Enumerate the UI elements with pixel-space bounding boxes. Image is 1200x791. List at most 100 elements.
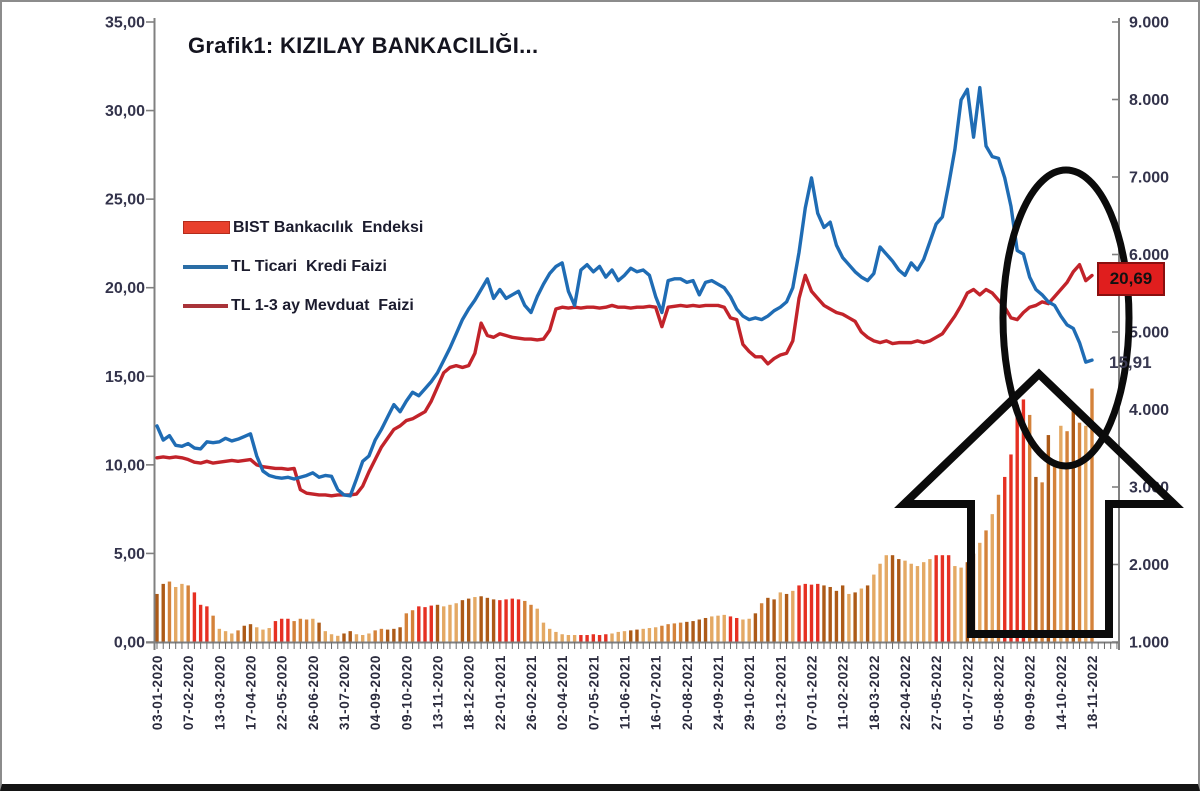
bar — [466, 598, 471, 642]
left-axis-tick-label: 5,00 — [114, 546, 145, 563]
x-axis-date-label: 27-05-2022 — [929, 655, 944, 730]
bar — [485, 597, 490, 642]
bar — [722, 614, 726, 643]
bar — [660, 625, 664, 642]
bar — [884, 555, 888, 642]
bar — [292, 621, 296, 642]
axes: 0,00 5,00 10,00 15,00 20,00 25,00 30,00 35,00 1.… — [105, 15, 1169, 731]
x-axis-date-label: 22-01-2021 — [493, 655, 508, 730]
bar — [385, 629, 390, 642]
bar — [978, 542, 982, 642]
x-axis-date-label: 07-05-2021 — [586, 655, 601, 730]
endpoint-label-kredi: 15,91 — [1109, 353, 1152, 372]
legend-item-ticari-kredi: TL Ticari Kredi Faizi — [183, 247, 423, 286]
bar — [1027, 414, 1032, 642]
bar — [934, 555, 938, 642]
x-axis-date-label: 22-05-2020 — [275, 655, 290, 730]
bar — [741, 619, 745, 642]
bar — [828, 586, 832, 642]
bar — [529, 604, 533, 642]
ellipse-annotation — [999, 166, 1133, 470]
x-axis-date-label: 07-02-2020 — [181, 655, 196, 730]
bar — [410, 610, 415, 642]
x-axis-date-label: 24-09-2021 — [711, 655, 726, 730]
bar — [304, 619, 309, 642]
bar — [491, 599, 496, 643]
bar — [510, 598, 514, 642]
bar — [766, 597, 770, 642]
bar — [585, 635, 589, 642]
bar — [953, 566, 957, 642]
x-axis-date-label: 13-03-2020 — [212, 655, 227, 730]
bar — [261, 629, 265, 642]
bar — [217, 628, 222, 642]
bar — [1059, 425, 1063, 642]
bar — [616, 631, 620, 642]
bar — [155, 593, 159, 642]
bar — [853, 592, 857, 642]
bar — [1015, 404, 1019, 642]
bar — [566, 635, 571, 642]
bar — [597, 635, 602, 642]
bar — [1009, 454, 1013, 642]
bar — [186, 585, 190, 642]
bar — [591, 634, 596, 642]
x-axis-date-label: 26-02-2021 — [524, 655, 539, 730]
right-axis-tick-label: 1.000 — [1129, 635, 1169, 652]
bar — [716, 615, 720, 642]
bar — [890, 555, 895, 642]
left-axis-tick-label: 20,00 — [105, 280, 145, 297]
bar — [610, 633, 614, 642]
bar — [604, 634, 608, 642]
bar — [317, 622, 321, 643]
x-axis-date-label: 13-11-2020 — [431, 655, 446, 729]
bar — [435, 604, 440, 642]
left-axis-tick-label: 15,00 — [105, 369, 145, 386]
x-axis-date-label: 11-02-2022 — [836, 655, 851, 729]
bar — [248, 624, 253, 642]
up-arrow-annotation — [894, 368, 1184, 638]
bar — [903, 560, 907, 643]
x-axis-date-label: 16-07-2021 — [649, 655, 664, 730]
bar — [641, 628, 645, 642]
bar — [803, 583, 807, 643]
bar — [753, 613, 758, 642]
bar — [691, 621, 695, 642]
bar — [404, 613, 409, 642]
bar — [523, 600, 527, 642]
right-axis-tick-label: 5.000 — [1129, 325, 1169, 342]
bar — [398, 627, 402, 642]
bar — [878, 563, 882, 642]
bar — [840, 585, 845, 642]
bar — [940, 555, 945, 642]
bar — [279, 618, 284, 642]
bar — [286, 618, 290, 642]
x-axis-date-label: 31-07-2020 — [337, 655, 352, 730]
bar — [1090, 388, 1094, 642]
bar — [1065, 431, 1069, 642]
bar — [922, 562, 926, 642]
bar — [379, 628, 384, 642]
bar — [323, 631, 327, 642]
line-ticari-kredi — [155, 85, 1094, 498]
bar — [354, 634, 359, 642]
bar — [728, 616, 733, 642]
x-axis-date-label: 07-01-2022 — [805, 655, 820, 730]
bar — [797, 585, 801, 642]
bar — [759, 603, 764, 642]
x-axis-date-label: 18-12-2020 — [462, 655, 477, 730]
bar — [198, 604, 203, 642]
bar — [211, 615, 215, 642]
right-axis-tick-label: 7.000 — [1129, 170, 1169, 187]
bar — [473, 597, 477, 642]
bar — [1003, 476, 1007, 642]
bar — [273, 621, 278, 642]
x-axis-date-label: 01-07-2022 — [960, 655, 975, 730]
legend-item-bist-endeksi: BIST Bankacılık Endeksi — [183, 208, 423, 247]
bar — [417, 606, 421, 642]
legend-label-bist-endeksi: BIST Bankacılık Endeksi — [233, 218, 424, 236]
bar — [230, 633, 234, 642]
bar — [809, 584, 814, 642]
bar — [236, 630, 240, 643]
